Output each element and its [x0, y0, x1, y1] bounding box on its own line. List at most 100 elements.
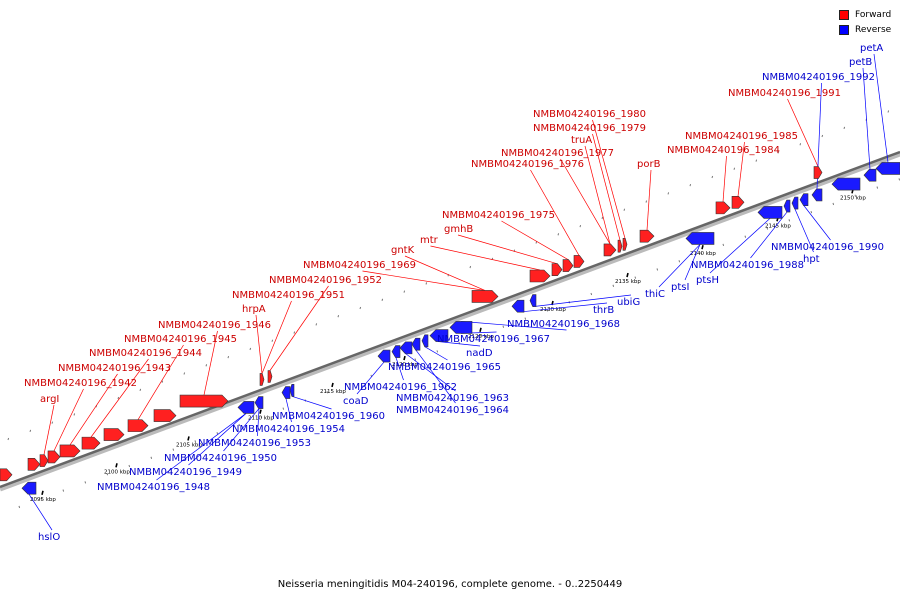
- scale-label: 2100 kbp: [104, 469, 130, 475]
- gene-label-nmbm04240196-1980: NMBM04240196_1980: [533, 109, 646, 120]
- tick-mark: [194, 440, 197, 443]
- leader-line-nmbm04240196-1976: [530, 169, 580, 256]
- gene-label-petb: petB: [849, 57, 872, 68]
- leader-line-ubig: [532, 294, 632, 307]
- tick-mark: [689, 184, 692, 187]
- gene-label-nmbm04240196-1984: NMBM04240196_1984: [667, 145, 780, 156]
- forward-gene-arrow: [471, 290, 499, 303]
- leader-line-nmbm04240196-1975: [501, 220, 569, 260]
- tick-mark: [73, 413, 76, 416]
- tick-mark: [425, 282, 428, 285]
- scale-label: 2110 kbp: [248, 416, 274, 422]
- scale-label: 2140 kbp: [690, 251, 716, 257]
- tick-mark: [403, 290, 406, 293]
- gene-label-mtr: mtr: [420, 235, 439, 246]
- tick-mark: [667, 192, 670, 195]
- leader-line-hpt: [794, 208, 814, 253]
- leader-line-nmbm04240196-1962: [395, 357, 404, 381]
- leader-line-nmbm04240196-1950: [223, 408, 260, 452]
- gene-features: [0, 162, 900, 495]
- gene-label-nmbm04240196-1948: NMBM04240196_1948: [97, 482, 210, 493]
- gene-label-nmbm04240196-1977: NMBM04240196_1977: [501, 148, 614, 159]
- reverse-gene-arrow: [685, 232, 715, 245]
- reverse-gene-arrow: [421, 334, 429, 348]
- reverse-gene-arrow: [783, 199, 791, 213]
- gene-label-hpt: hpt: [803, 254, 820, 265]
- tick-mark: [51, 421, 54, 424]
- gene-label-nmbm04240196-1992: NMBM04240196_1992: [762, 72, 875, 83]
- genome-backbone-shadow: [0, 151, 900, 492]
- reverse-swatch: [839, 25, 849, 35]
- tick-mark: [535, 241, 538, 244]
- legend-forward: Forward: [839, 10, 891, 20]
- forward-gene-arrow: [617, 239, 623, 253]
- forward-gene-arrow: [179, 394, 229, 408]
- gene-label-nmbm04240196-1969: NMBM04240196_1969: [303, 260, 416, 271]
- reverse-gene-arrow: [791, 196, 799, 210]
- leader-line-ptsh: [709, 218, 771, 274]
- scale-label: 2095 kbp: [30, 497, 56, 503]
- leader-line-nmbm04240196-1951: [261, 300, 292, 374]
- leader-line-thic: [658, 244, 701, 288]
- leader-line-argi: [43, 404, 55, 455]
- scale-tick: [41, 490, 44, 496]
- leader-line-nmbm04240196-1979: [592, 133, 621, 241]
- tick-mark: [887, 110, 890, 113]
- leader-line-nmbm04240196-1963: [405, 353, 456, 392]
- leader-line-nadd: [438, 341, 481, 347]
- scale-tick: [187, 436, 190, 441]
- tick-mark: [854, 194, 857, 197]
- scale-label: 2105 kbp: [176, 442, 202, 448]
- tick-mark: [172, 448, 175, 451]
- leader-line-nmbm04240196-1985: [737, 141, 745, 197]
- reverse-gene-arrow: [811, 188, 823, 202]
- gene-label-nmbm04240196-1942: NMBM04240196_1942: [24, 378, 137, 389]
- tick-mark: [656, 268, 659, 271]
- leader-line-porb: [646, 169, 652, 231]
- tick-mark: [678, 260, 681, 263]
- tick-mark: [590, 292, 593, 296]
- reverse-gene-arrow: [399, 341, 413, 355]
- legend-reverse-label: Reverse: [855, 25, 892, 35]
- gene-label-nmbm04240196-1946: NMBM04240196_1946: [158, 320, 271, 331]
- tick-mark: [40, 497, 43, 500]
- tick-mark: [238, 423, 241, 427]
- leader-line-mtr: [430, 245, 541, 271]
- tick-mark: [117, 396, 120, 400]
- tick-mark: [821, 134, 824, 138]
- leader-line-nmbm04240196-1968: [460, 321, 567, 331]
- forward-gene-arrow: [639, 229, 655, 243]
- reverse-gene-arrow: [875, 162, 900, 175]
- leader-line-nmbm04240196-1980: [592, 119, 626, 239]
- tick-marks: [7, 110, 900, 509]
- legend-reverse: Reverse: [839, 25, 891, 35]
- gene-label-coad: coaD: [343, 396, 369, 407]
- leader-line-nmbm04240196-1984: [722, 155, 727, 202]
- tick-mark: [799, 143, 802, 146]
- tick-mark: [480, 333, 483, 337]
- leader-line-thrb: [517, 302, 608, 313]
- tick-mark: [612, 284, 615, 287]
- tick-mark: [293, 331, 296, 334]
- tick-mark: [150, 456, 153, 459]
- tick-mark: [414, 358, 417, 361]
- tick-mark: [249, 347, 252, 351]
- leader-line-nmbm04240196-1943: [69, 373, 118, 446]
- gene-label-peta: petA: [860, 43, 883, 54]
- forward-gene-arrow: [47, 450, 61, 464]
- forward-gene-arrow: [59, 444, 81, 458]
- reverse-gene-arrow: [391, 345, 401, 358]
- reverse-gene-arrow: [254, 396, 264, 409]
- tick-mark: [744, 235, 747, 238]
- tick-mark: [227, 355, 230, 359]
- forward-gene-arrow: [81, 436, 101, 450]
- forward-gene-arrow: [259, 373, 265, 386]
- reverse-gene-arrow: [237, 401, 255, 414]
- leader-line-nmbm04240196-1952: [269, 285, 329, 371]
- gene-label-nmbm04240196-1976: NMBM04240196_1976: [471, 159, 584, 170]
- gene-label-ptsi: ptsI: [671, 282, 689, 293]
- tick-mark: [337, 315, 340, 318]
- gene-label-gmhb: gmhB: [444, 224, 473, 235]
- gene-label-nmbm04240196-1967: NMBM04240196_1967: [437, 334, 550, 345]
- gene-label-nmbm04240196-1949: NMBM04240196_1949: [129, 467, 242, 478]
